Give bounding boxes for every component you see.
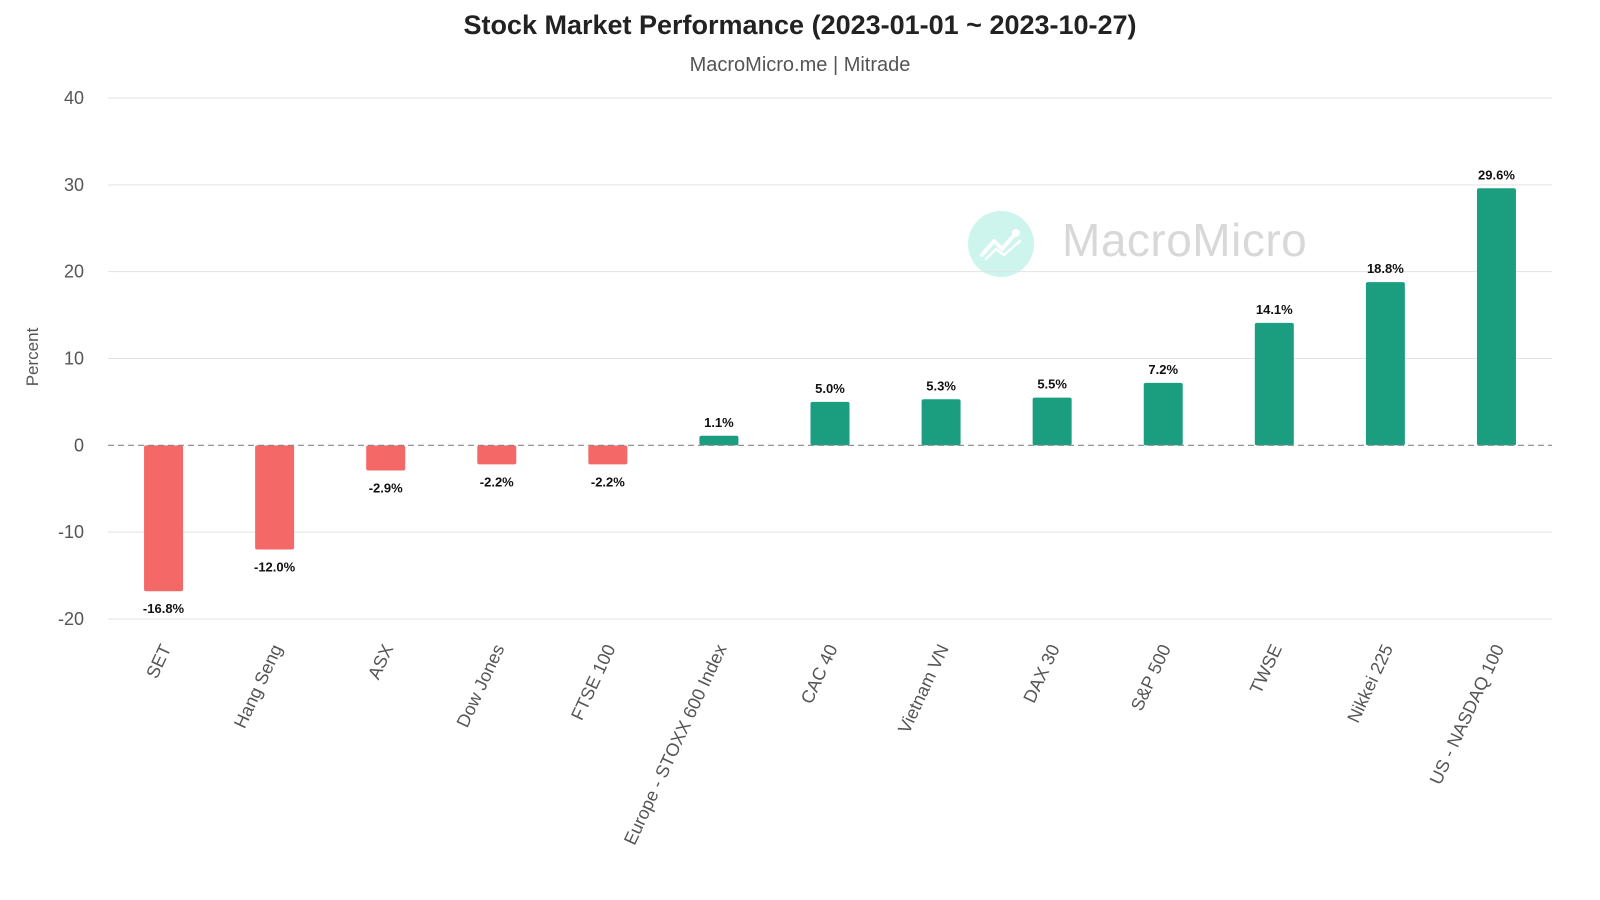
data-label: 5.3% bbox=[926, 378, 956, 393]
data-labels: -16.8% -12.0% -2.9% -2.2% -2.2% 1.1% 5.0% 5.3% 5… bbox=[143, 167, 1515, 616]
x-tick-label: TWSE bbox=[1246, 641, 1286, 697]
data-label: 5.0% bbox=[815, 381, 845, 396]
data-label: -2.2% bbox=[480, 474, 514, 489]
bar[interactable] bbox=[255, 445, 295, 550]
x-tick-label: Europe - STOXX 600 Index bbox=[620, 641, 731, 848]
bar[interactable] bbox=[699, 435, 739, 446]
x-tick-label: CAC 40 bbox=[797, 641, 842, 707]
data-label: 14.1% bbox=[1256, 302, 1293, 317]
bar[interactable] bbox=[1143, 382, 1183, 446]
x-tick-label: SET bbox=[142, 641, 175, 681]
y-tick-label: 0 bbox=[74, 435, 84, 455]
x-tick-label: ASX bbox=[364, 641, 397, 682]
grid-lines bbox=[108, 97, 1552, 620]
data-label: -12.0% bbox=[254, 560, 296, 575]
y-tick-label: -10 bbox=[58, 522, 84, 542]
data-label: 1.1% bbox=[704, 415, 734, 430]
data-label: -16.8% bbox=[143, 601, 185, 616]
bar[interactable] bbox=[810, 401, 850, 446]
bar[interactable] bbox=[588, 445, 628, 465]
x-axis-ticks: SET Hang Seng ASX Dow Jones FTSE 100 Europe -… bbox=[142, 641, 1508, 848]
x-tick-label: FTSE 100 bbox=[567, 641, 619, 723]
watermark-text: MacroMicro bbox=[1062, 214, 1308, 266]
y-tick-label: 40 bbox=[64, 88, 84, 108]
chart-title: Stock Market Performance (2023-01-01 ~ 2… bbox=[463, 10, 1137, 40]
bar[interactable] bbox=[1032, 397, 1072, 446]
bar[interactable] bbox=[144, 445, 184, 592]
data-label: 18.8% bbox=[1367, 261, 1404, 276]
y-tick-label: 10 bbox=[64, 349, 84, 369]
bar[interactable] bbox=[366, 445, 406, 471]
x-tick-label: US - NASDAQ 100 bbox=[1426, 641, 1508, 787]
watermark: MacroMicro bbox=[968, 205, 1388, 285]
x-tick-label: Vietnam VN bbox=[894, 641, 953, 736]
x-tick-label: Dow Jones bbox=[453, 641, 509, 730]
bar[interactable] bbox=[1476, 188, 1516, 446]
data-label: 5.5% bbox=[1037, 377, 1067, 392]
data-label: -2.2% bbox=[591, 474, 625, 489]
x-tick-label: Hang Seng bbox=[230, 641, 286, 731]
bar[interactable] bbox=[1365, 282, 1405, 446]
x-tick-label: S&P 500 bbox=[1127, 641, 1175, 714]
bar[interactable] bbox=[477, 445, 517, 465]
y-tick-label: 20 bbox=[64, 262, 84, 282]
x-tick-label: Nikkei 225 bbox=[1343, 641, 1397, 726]
bar[interactable] bbox=[1254, 322, 1294, 446]
data-label: -2.9% bbox=[369, 481, 403, 496]
y-tick-label: 30 bbox=[64, 175, 84, 195]
y-axis-ticks: 40 30 20 10 0 -10 -20 bbox=[58, 88, 84, 629]
chart-subtitle: MacroMicro.me | Mitrade bbox=[689, 54, 911, 76]
y-axis-label: Percent bbox=[23, 327, 42, 386]
x-tick-label: DAX 30 bbox=[1019, 641, 1063, 706]
data-label: 7.2% bbox=[1148, 362, 1178, 377]
data-label: 29.6% bbox=[1478, 167, 1515, 182]
y-tick-label: -20 bbox=[58, 609, 84, 629]
bar[interactable] bbox=[921, 399, 961, 446]
bars bbox=[144, 188, 1516, 592]
macromicro-logo-icon bbox=[968, 211, 1034, 277]
